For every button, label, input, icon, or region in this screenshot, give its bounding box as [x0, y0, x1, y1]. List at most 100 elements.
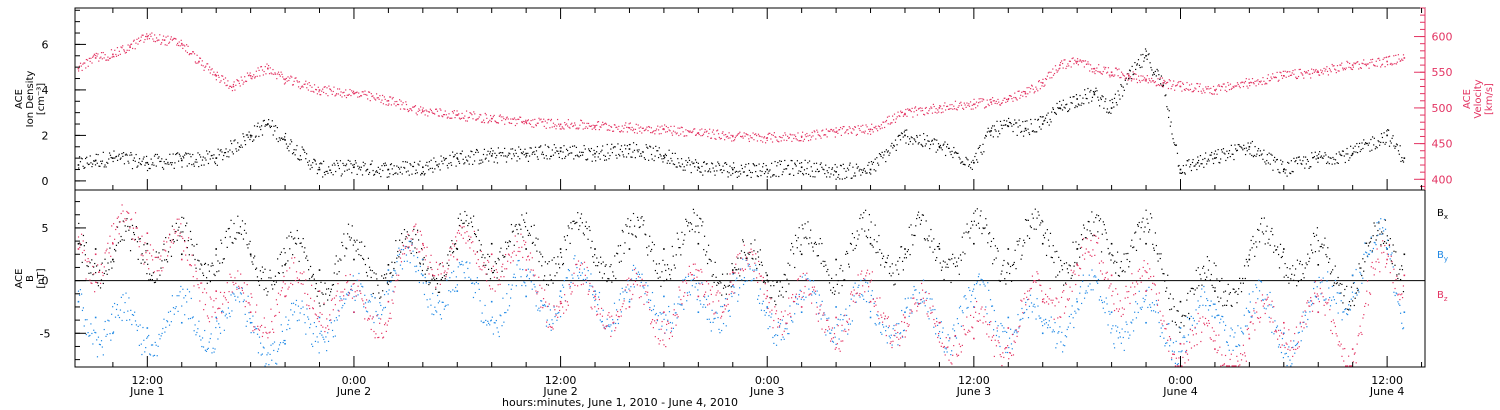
- data-point: [255, 135, 257, 137]
- data-point: [950, 107, 952, 110]
- data-point: [729, 281, 731, 283]
- data-point: [1023, 239, 1025, 241]
- data-point: [1149, 213, 1152, 215]
- data-point: [1021, 130, 1023, 133]
- data-point: [1234, 144, 1236, 146]
- data-point: [220, 149, 222, 151]
- data-point: [120, 46, 122, 48]
- data-point: [158, 156, 160, 158]
- data-point: [1248, 145, 1251, 148]
- data-point: [330, 288, 332, 290]
- data-point: [902, 136, 904, 138]
- data-point: [593, 149, 595, 152]
- data-point: [139, 163, 142, 165]
- data-point: [281, 137, 283, 139]
- data-point: [1143, 77, 1146, 79]
- data-point: [1274, 156, 1276, 159]
- data-point: [1222, 83, 1224, 85]
- data-point: [932, 143, 934, 145]
- data-point: [727, 285, 729, 287]
- data-point: [1343, 155, 1345, 157]
- data-point: [853, 237, 855, 239]
- data-point: [814, 131, 816, 133]
- data-point: [886, 257, 888, 259]
- data-point: [550, 118, 553, 121]
- data-point: [837, 176, 839, 178]
- data-point: [1126, 83, 1128, 85]
- data-point: [525, 121, 527, 123]
- data-point: [225, 148, 227, 150]
- data-point: [140, 163, 142, 166]
- data-point: [686, 164, 688, 166]
- data-point: [1127, 79, 1129, 81]
- data-point: [867, 164, 869, 166]
- data-point: [288, 235, 290, 237]
- data-point: [343, 233, 345, 235]
- data-point: [83, 167, 85, 170]
- data-point: [1240, 146, 1242, 148]
- data-point: [1382, 233, 1384, 235]
- data-point: [818, 243, 820, 245]
- data-point: [292, 254, 294, 256]
- data-point: [104, 320, 106, 323]
- data-point: [859, 129, 861, 132]
- data-point: [745, 163, 747, 166]
- data-point: [766, 137, 769, 139]
- data-point: [1326, 256, 1328, 258]
- data-point: [540, 145, 542, 147]
- data-point: [236, 79, 238, 81]
- data-point: [566, 125, 569, 127]
- data-point: [285, 262, 287, 265]
- data-point: [1096, 214, 1098, 216]
- data-point: [467, 160, 469, 162]
- data-point: [408, 240, 410, 242]
- data-point: [909, 108, 911, 111]
- data-point: [589, 150, 591, 153]
- data-point: [846, 252, 849, 255]
- data-point: [987, 127, 989, 129]
- data-point: [900, 246, 902, 248]
- data-point: [877, 130, 879, 132]
- data-point: [77, 164, 80, 166]
- data-point: [869, 130, 871, 132]
- data-point: [1106, 108, 1109, 110]
- data-point: [1148, 53, 1150, 55]
- data-point: [1353, 151, 1355, 153]
- data-point: [252, 76, 254, 78]
- data-point: [389, 96, 392, 98]
- data-point: [691, 228, 693, 231]
- data-point: [397, 166, 400, 169]
- data-point: [97, 153, 99, 156]
- data-point: [605, 159, 608, 161]
- data-point: [450, 164, 453, 166]
- data-point: [1238, 144, 1240, 146]
- data-point: [91, 332, 93, 335]
- data-point: [901, 111, 904, 113]
- data-point: [351, 172, 353, 174]
- data-point: [1285, 169, 1287, 171]
- data-point: [1207, 85, 1209, 88]
- data-point: [1167, 274, 1169, 276]
- data-point: [968, 105, 971, 107]
- data-point: [1295, 77, 1298, 80]
- data-point: [818, 134, 820, 137]
- data-point: [442, 301, 444, 303]
- data-point: [1391, 64, 1393, 66]
- data-point: [487, 122, 489, 124]
- data-point: [974, 103, 976, 105]
- data-point: [872, 246, 874, 248]
- data-point: [664, 264, 666, 266]
- data-point: [1217, 85, 1219, 87]
- data-point: [111, 56, 113, 58]
- data-point: [1138, 79, 1141, 82]
- data-point: [284, 252, 286, 254]
- data-point: [419, 160, 421, 162]
- data-point: [718, 136, 720, 139]
- data-point: [86, 156, 88, 158]
- data-point: [347, 223, 350, 225]
- data-point: [1232, 153, 1234, 155]
- data-point: [413, 161, 416, 163]
- data-point: [474, 232, 476, 235]
- data-point: [405, 103, 408, 106]
- data-point: [310, 90, 312, 92]
